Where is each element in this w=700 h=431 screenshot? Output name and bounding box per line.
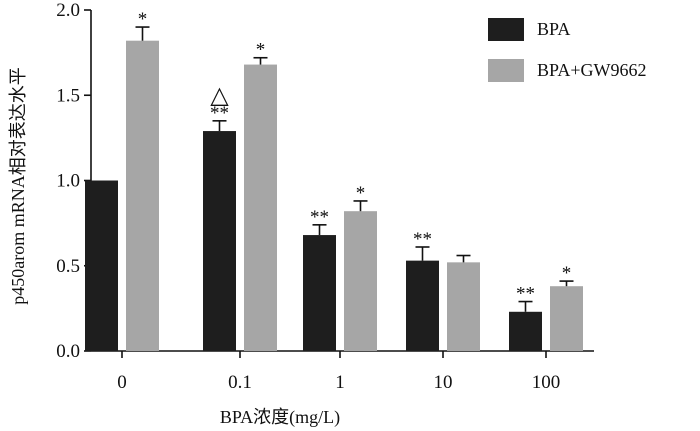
legend-label: BPA xyxy=(537,19,570,39)
x-tick-label: 10 xyxy=(434,372,453,393)
y-axis-label: p450arom mRNA相对表达水平 xyxy=(8,67,28,305)
significance-markers-group: **△********** xyxy=(138,9,572,305)
y-tick-label: 2.0 xyxy=(56,0,80,21)
bar-bpa-100 xyxy=(509,311,542,351)
legend-swatch xyxy=(488,18,524,41)
bar-bpa-0_1 xyxy=(203,131,236,351)
bar-bpa-1 xyxy=(303,235,336,351)
legend: BPA BPA+GW9662 xyxy=(488,18,647,82)
x-axis-label: BPA浓度(mg/L) xyxy=(220,407,340,428)
bar-bpa-gw9662-0_1 xyxy=(244,64,277,351)
bar-bpa-gw9662-100 xyxy=(550,286,583,351)
bars-group xyxy=(85,40,583,351)
y-tick-label: 0.5 xyxy=(56,256,80,277)
x-axis: 0 0.1 1 10 100 xyxy=(91,350,594,393)
significance-marker: ** xyxy=(210,103,229,124)
legend-label: BPA+GW9662 xyxy=(537,60,647,80)
y-tick-label: 1.5 xyxy=(56,85,80,106)
x-tick-label: 0 xyxy=(117,372,127,393)
bar-bpa-10 xyxy=(406,260,439,351)
significance-marker: * xyxy=(256,40,266,61)
significance-marker: ** xyxy=(413,229,432,250)
y-axis: 0.0 0.5 1.0 1.5 2.0 xyxy=(56,0,92,362)
error-bars-group xyxy=(135,26,574,312)
significance-marker: ** xyxy=(516,284,535,305)
significance-marker: * xyxy=(138,9,148,30)
bar-bpa-gw9662-0 xyxy=(126,40,159,351)
significance-marker: ** xyxy=(310,207,329,228)
significance-marker: * xyxy=(356,183,366,204)
bar-bpa-gw9662-1 xyxy=(344,211,377,351)
legend-swatch xyxy=(488,59,524,82)
significance-marker: * xyxy=(562,263,572,284)
x-tick-label: 0.1 xyxy=(228,372,252,393)
y-tick-label: 0.0 xyxy=(56,341,80,362)
bar-bpa-gw9662-10 xyxy=(447,262,480,351)
y-tick-label: 1.0 xyxy=(56,171,80,192)
x-tick-label: 100 xyxy=(532,372,561,393)
bar-bpa-0 xyxy=(85,180,118,351)
x-tick-label: 1 xyxy=(335,372,345,393)
triangle-marker: △ xyxy=(210,83,229,109)
